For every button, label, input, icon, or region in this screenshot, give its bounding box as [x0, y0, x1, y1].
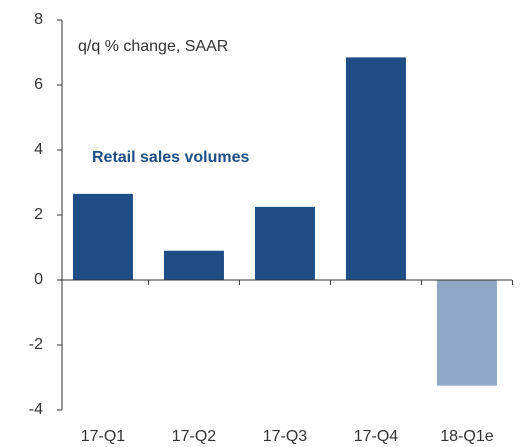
bar	[254, 206, 315, 280]
x-tick-label: 17-Q4	[354, 428, 399, 445]
x-tick-label: 18-Q1e	[440, 428, 493, 445]
annotation: Retail sales volumes	[92, 149, 250, 166]
x-tick-label: 17-Q2	[172, 428, 217, 445]
y-tick-label: -4	[29, 401, 43, 418]
annotation: q/q % change, SAAR	[78, 38, 228, 55]
bar	[163, 250, 224, 280]
bar	[72, 193, 133, 280]
y-tick-label: 4	[34, 141, 43, 158]
y-tick-label: 0	[34, 271, 43, 288]
y-tick-label: 2	[34, 206, 43, 223]
bar	[436, 280, 497, 386]
y-tick-label: 6	[34, 76, 43, 93]
y-tick-label: 8	[34, 11, 43, 28]
y-tick-label: -2	[29, 336, 43, 353]
bar	[345, 57, 406, 280]
x-tick-label: 17-Q3	[263, 428, 308, 445]
x-tick-label: 17-Q1	[81, 428, 126, 445]
